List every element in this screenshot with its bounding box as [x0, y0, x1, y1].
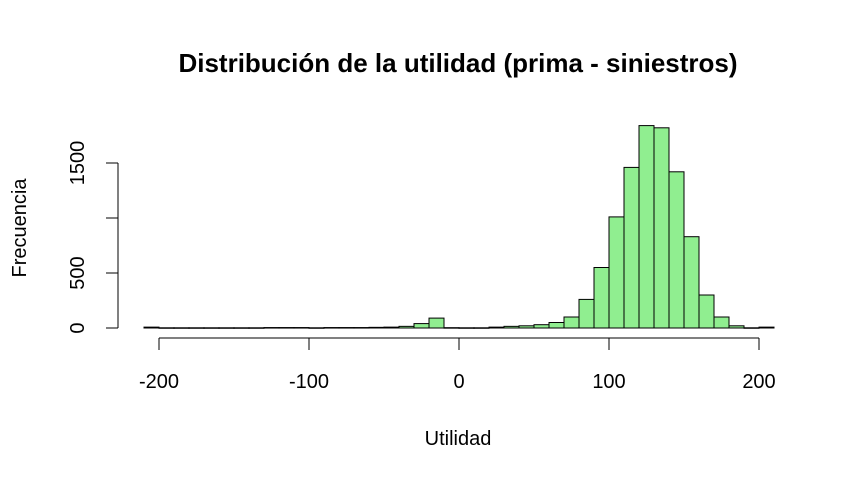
x-axis: -200 -100 0 100 200	[139, 337, 776, 393]
histogram-bar	[758, 326, 775, 329]
histogram-bar	[248, 327, 265, 329]
x-tick-label: -200	[139, 371, 179, 393]
histogram-bar	[653, 127, 670, 329]
histogram-bar	[578, 298, 595, 329]
y-tick-label: 500	[67, 256, 89, 289]
x-tick-label: -100	[289, 371, 329, 393]
chart-title: Distribución de la utilidad (prima - sin…	[178, 48, 737, 78]
histogram-bar	[173, 327, 190, 329]
histogram-bars	[143, 125, 775, 329]
histogram-bar	[608, 216, 625, 329]
histogram-bar	[263, 327, 280, 329]
x-tick-label: 0	[453, 371, 464, 393]
histogram-bar	[413, 323, 430, 329]
histogram-bar	[323, 327, 340, 329]
histogram-bar	[293, 327, 310, 329]
histogram-bar	[488, 326, 505, 329]
histogram-bar	[278, 327, 295, 329]
x-tick-label: 200	[742, 371, 775, 393]
histogram-bar	[668, 171, 685, 329]
histogram-bar	[623, 166, 640, 329]
histogram-bar	[728, 325, 745, 329]
y-axis: 0 500 1500	[67, 141, 119, 334]
histogram-bar	[548, 322, 565, 329]
histogram-bar	[398, 325, 415, 329]
histogram-bar	[713, 316, 730, 329]
histogram-bar	[443, 327, 460, 329]
histogram-bar	[638, 125, 655, 329]
histogram-bar	[593, 267, 610, 329]
histogram-bar	[143, 326, 160, 329]
histogram-bar	[473, 327, 490, 329]
histogram-bar	[533, 324, 550, 329]
histogram-bar	[428, 317, 445, 329]
histogram-bar	[353, 327, 370, 329]
y-tick-label: 0	[67, 322, 89, 333]
histogram-bar	[743, 327, 760, 329]
histogram-bar	[338, 327, 355, 329]
histogram-bar	[218, 327, 235, 329]
histogram-bar	[368, 326, 385, 329]
histogram-bar	[233, 327, 250, 329]
x-axis-label: Utilidad	[425, 428, 492, 450]
histogram-bar	[158, 327, 175, 329]
histogram-bar	[698, 294, 715, 329]
x-tick-label: 100	[592, 371, 625, 393]
histogram-bar	[188, 327, 205, 329]
histogram-bar	[458, 327, 475, 329]
histogram-bar	[383, 326, 400, 329]
histogram-bar	[308, 327, 325, 329]
histogram-bar	[503, 325, 520, 329]
histogram-bar	[563, 316, 580, 329]
y-tick-label: 1500	[67, 141, 89, 186]
histogram-bar	[518, 325, 535, 329]
histogram-bar	[203, 327, 220, 329]
y-axis-label: Frecuencia	[9, 178, 31, 278]
histogram-bar	[683, 236, 700, 329]
